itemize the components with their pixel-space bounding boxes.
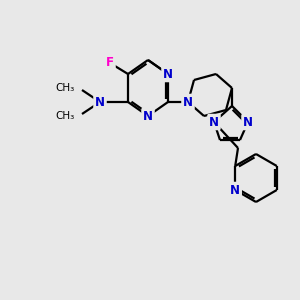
Text: F: F	[106, 56, 114, 70]
Text: N: N	[243, 116, 253, 128]
Text: N: N	[95, 95, 105, 109]
Text: N: N	[209, 116, 219, 128]
Text: N: N	[183, 95, 193, 109]
Text: N: N	[143, 110, 153, 122]
Text: CH₃: CH₃	[56, 83, 75, 93]
Text: N: N	[230, 184, 240, 196]
Text: N: N	[163, 68, 173, 80]
Text: CH₃: CH₃	[56, 111, 75, 121]
